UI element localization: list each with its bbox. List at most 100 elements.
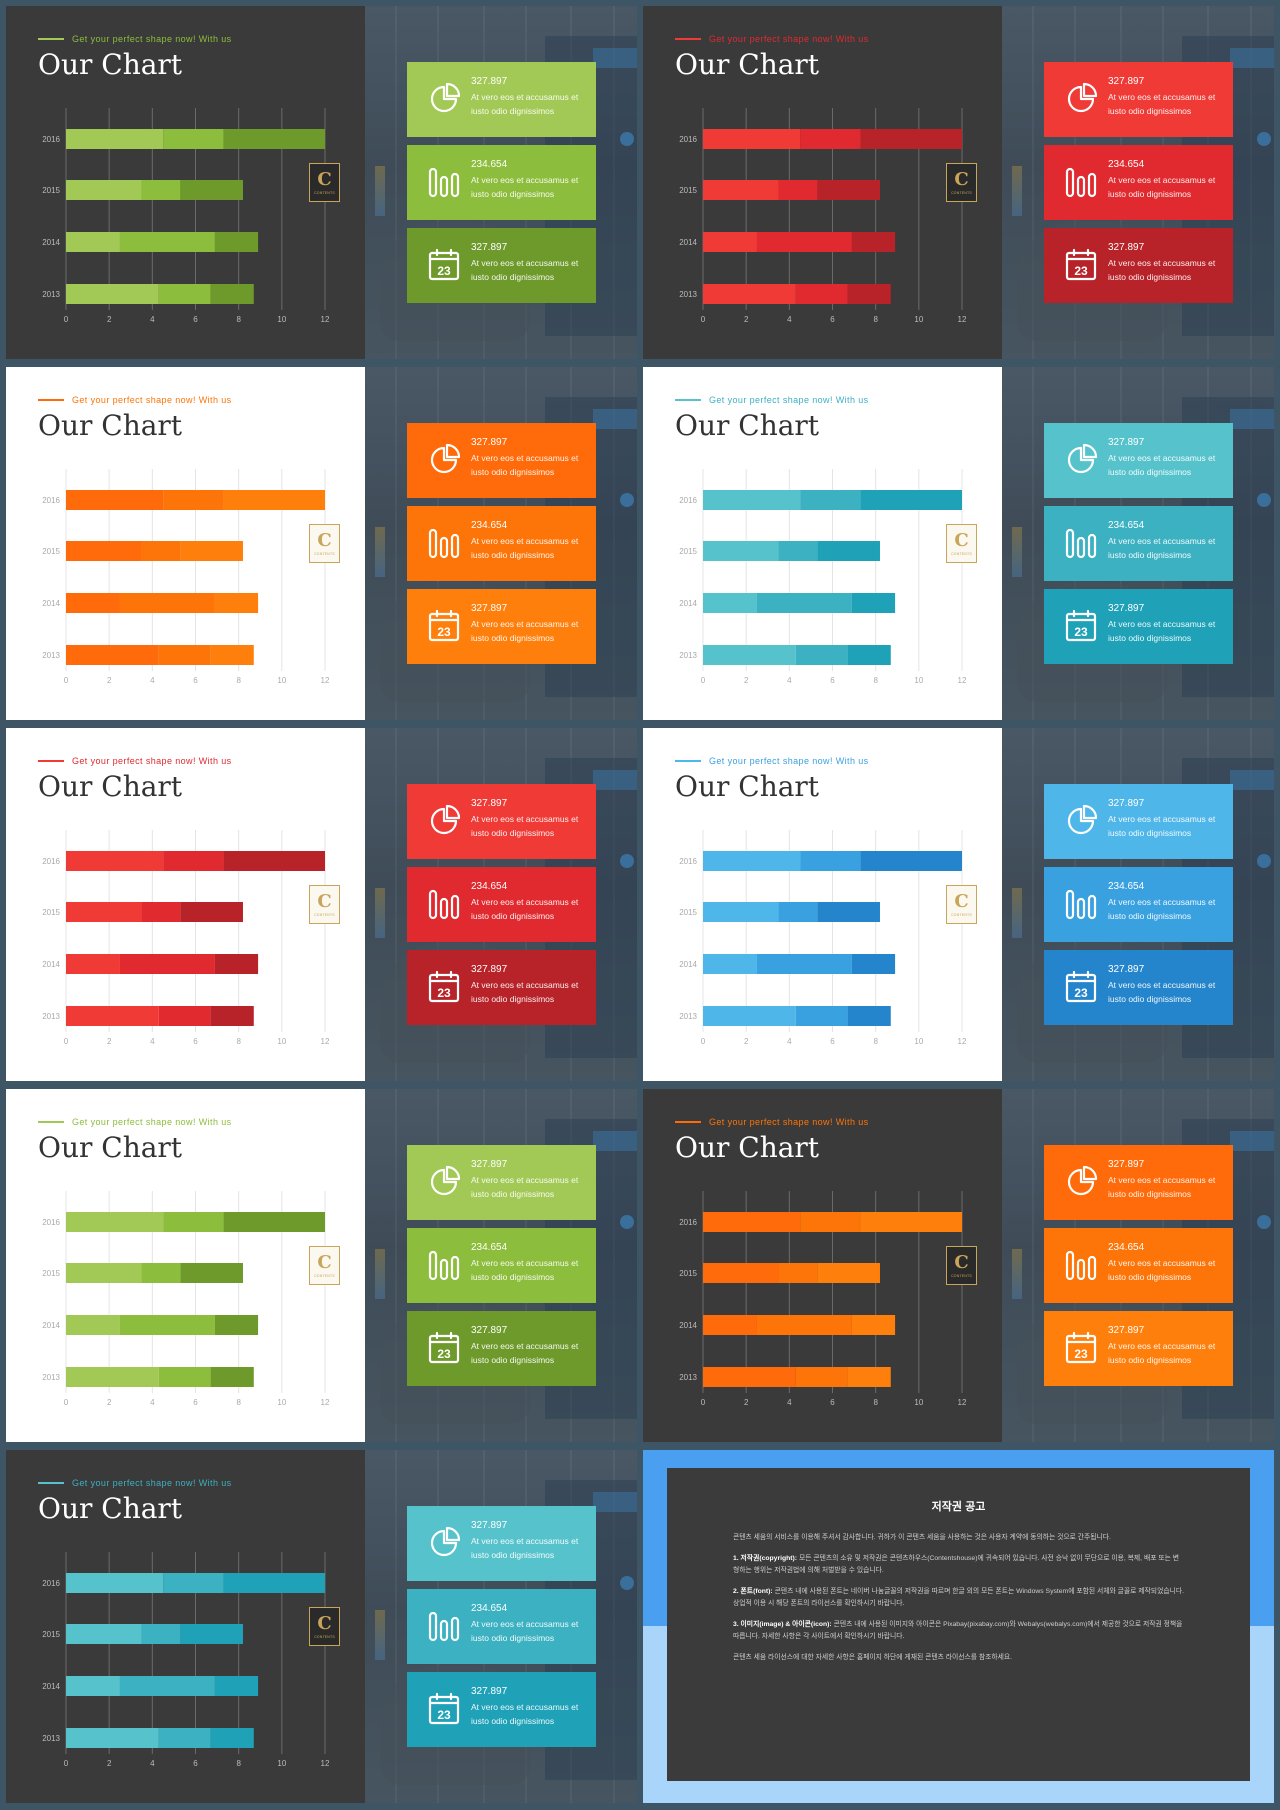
bar-segment-2013-s3 [210, 284, 254, 304]
logo-text: CONTENTS [951, 1273, 972, 1278]
monitor-tab [1230, 48, 1274, 68]
x-tick-label: 0 [64, 1759, 69, 1768]
wood-grain [1250, 1089, 1252, 1442]
slide-title: Our Chart [38, 1131, 183, 1164]
tagline: Get your perfect shape now! With us [675, 1117, 869, 1127]
stat-card-2: 234.654 At vero eos et accusamus et iusto… [1044, 867, 1233, 942]
monitor-tab [1230, 1131, 1274, 1151]
x-tick-label: 4 [787, 1037, 792, 1046]
logo-text: CONTENTS [951, 190, 972, 195]
wood-grain [613, 728, 615, 1081]
slide-9: Get your perfect shape now! With us Our C… [6, 1450, 637, 1803]
slide-title: Our Chart [675, 770, 820, 803]
stat-card-3: 23 327.897 At vero eos et accusamus et ius… [1044, 228, 1233, 303]
bar-segment-2014-s3 [214, 954, 259, 974]
copyright-item-2-text: 콘텐츠 내에 사용된 폰트는 네이버 나눔글꼴의 저작권을 따르며 한글 외의 … [733, 1588, 1184, 1607]
slide-content-panel: Get your perfect shape now! With us Our C… [643, 6, 1002, 359]
bar-segment-2016-s2 [163, 1212, 224, 1232]
x-tick-label: 10 [914, 1037, 923, 1046]
slide-content-panel: Get your perfect shape now! With us Our C… [6, 728, 365, 1081]
tagline: Get your perfect shape now! With us [38, 1478, 232, 1488]
bar-segment-2013-s1 [703, 1006, 796, 1026]
bar-segment-2013-s2 [795, 284, 848, 304]
slide-title: Our Chart [38, 770, 183, 803]
stat-value: 327.897 [471, 1159, 508, 1170]
bar-segment-2016-s2 [163, 851, 224, 871]
bar-segment-2015-s1 [66, 541, 142, 561]
x-tick-label: 12 [321, 1037, 330, 1046]
x-tick-label: 0 [64, 1037, 69, 1046]
monitor-circle [1257, 854, 1271, 868]
stat-value: 327.897 [471, 798, 508, 809]
logo-letter: C [317, 1251, 332, 1273]
monitor-bars [375, 166, 385, 216]
bar-chart-icon [428, 889, 460, 920]
x-tick-label: 0 [64, 315, 69, 324]
y-tick-label: 2013 [42, 651, 60, 660]
x-tick-label: 8 [873, 1398, 878, 1407]
y-tick-label: 2014 [42, 1682, 60, 1691]
bar-chart-icon [1065, 167, 1097, 198]
bar-segment-2015-s1 [66, 902, 142, 922]
x-tick-label: 6 [830, 1037, 835, 1046]
tagline-text: Get your perfect shape now! With us [72, 1117, 232, 1127]
monitor-tab [593, 1492, 637, 1512]
stat-description: At vero eos et accusamus et iusto odio d… [471, 1258, 579, 1282]
pie-chart-icon [1067, 1165, 1098, 1196]
pie-chart-icon [1067, 443, 1098, 474]
wood-grain [395, 1450, 397, 1803]
x-tick-label: 10 [914, 1398, 923, 1407]
bar-segment-2014-s3 [214, 1315, 259, 1335]
bar-chart: 0 2 4 6 8 10 12 2016 2015 2014 2013 [34, 1542, 334, 1782]
bar-chart-icon [428, 1611, 460, 1642]
stat-card-3: 23 327.897 At vero eos et accusamus et ius… [407, 589, 596, 664]
tagline-dash [38, 1482, 64, 1484]
stat-card-1: 327.897 At vero eos et accusamus et iusto… [1044, 62, 1233, 137]
copyright-item-2-head: 2. 폰트(font): [733, 1588, 773, 1595]
logo-text: CONTENTS [951, 912, 972, 917]
copyright-item-3: 3. 이미지(image) & 아이콘(icon): 콘텐츠 내에 사용된 이미… [733, 1619, 1184, 1643]
tagline: Get your perfect shape now! With us [38, 395, 232, 405]
contents-logo: C CONTENTS [946, 885, 977, 924]
y-tick-label: 2014 [679, 238, 697, 247]
bar-chart: 0 2 4 6 8 10 12 2016 2015 2014 2013 [34, 820, 334, 1060]
stat-description: At vero eos et accusamus et iusto odio d… [1108, 453, 1216, 477]
bar-segment-2016-s1 [703, 129, 801, 149]
stat-value: 234.654 [1108, 881, 1145, 892]
stat-card-3: 23 327.897 At vero eos et accusamus et ius… [407, 950, 596, 1025]
monitor-circle [620, 132, 634, 146]
bar-segment-2016-s3 [860, 129, 962, 149]
stat-card-3: 23 327.897 At vero eos et accusamus et ius… [1044, 1311, 1233, 1386]
bar-chart: 0 2 4 6 8 10 12 2016 2015 2014 2013 [671, 820, 971, 1060]
bar-segment-2015-s1 [703, 180, 779, 200]
contents-logo: C CONTENTS [309, 524, 340, 563]
bar-chart-icon [428, 1250, 460, 1281]
stat-card-2: 234.654 At vero eos et accusamus et iusto… [407, 867, 596, 942]
tagline: Get your perfect shape now! With us [675, 756, 869, 766]
bar-segment-2016-s1 [66, 1212, 164, 1232]
stat-description: At vero eos et accusamus et iusto odio d… [471, 1702, 579, 1726]
bar-segment-2015-s1 [66, 1624, 142, 1644]
slide-2: Get your perfect shape now! With us Our C… [643, 6, 1274, 359]
y-tick-label: 2013 [42, 1373, 60, 1382]
bar-segment-2016-s2 [163, 1573, 224, 1593]
tagline: Get your perfect shape now! With us [675, 395, 869, 405]
x-tick-label: 12 [321, 676, 330, 685]
bar-chart-svg: 0 2 4 6 8 10 12 2016 2015 2014 2013 [42, 1191, 330, 1407]
monitor-tab [593, 409, 637, 429]
logo-letter: C [954, 529, 969, 551]
monitor-bars [375, 1249, 385, 1299]
pie-chart-icon [430, 1526, 461, 1557]
y-tick-label: 2015 [42, 908, 60, 917]
monitor-circle [620, 1215, 634, 1229]
bar-segment-2015-s2 [141, 541, 181, 561]
x-tick-label: 4 [150, 1759, 155, 1768]
x-tick-label: 12 [321, 1759, 330, 1768]
logo-text: CONTENTS [314, 551, 335, 556]
contents-logo: C CONTENTS [946, 163, 977, 202]
bar-segment-2015-s3 [180, 1263, 243, 1283]
y-tick-label: 2014 [679, 960, 697, 969]
bar-segment-2016-s2 [163, 490, 224, 510]
bar-segment-2013-s2 [158, 1367, 211, 1387]
bar-chart-icon [1065, 528, 1097, 559]
